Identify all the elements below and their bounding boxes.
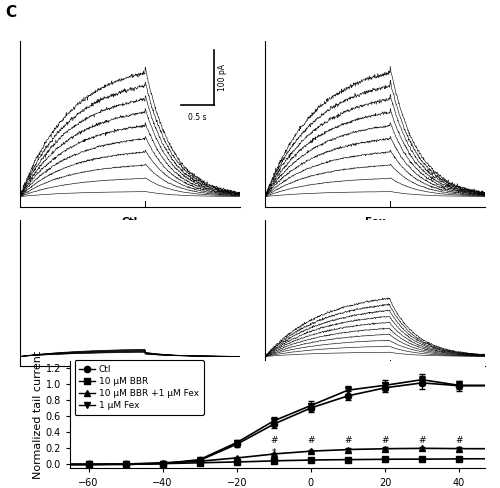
Text: *: * <box>420 448 424 457</box>
Text: *: * <box>308 448 313 457</box>
Text: 0.5 s: 0.5 s <box>188 113 206 122</box>
Text: #: # <box>381 436 388 446</box>
Text: *: * <box>346 448 350 457</box>
Text: Fex: Fex <box>364 217 386 227</box>
Text: *: * <box>382 448 387 457</box>
Text: C: C <box>5 5 16 20</box>
Text: *: * <box>457 448 462 457</box>
Text: #: # <box>456 436 463 446</box>
Text: 100 pA: 100 pA <box>218 63 227 91</box>
Y-axis label: Normalized tail current: Normalized tail current <box>33 351 43 479</box>
Text: #: # <box>418 436 426 446</box>
Text: BBR: BBR <box>118 375 142 385</box>
Text: #: # <box>307 436 314 446</box>
Text: #: # <box>270 436 278 446</box>
Legend: Ctl, 10 μM BBR, 10 μM BBR +1 μM Fex, 1 μM Fex: Ctl, 10 μM BBR, 10 μM BBR +1 μM Fex, 1 μ… <box>74 360 204 415</box>
Text: *: * <box>272 448 276 457</box>
Text: #: # <box>344 436 352 446</box>
Text: Ctl: Ctl <box>122 217 138 227</box>
Text: BBR + Fex: BBR + Fex <box>344 375 406 385</box>
